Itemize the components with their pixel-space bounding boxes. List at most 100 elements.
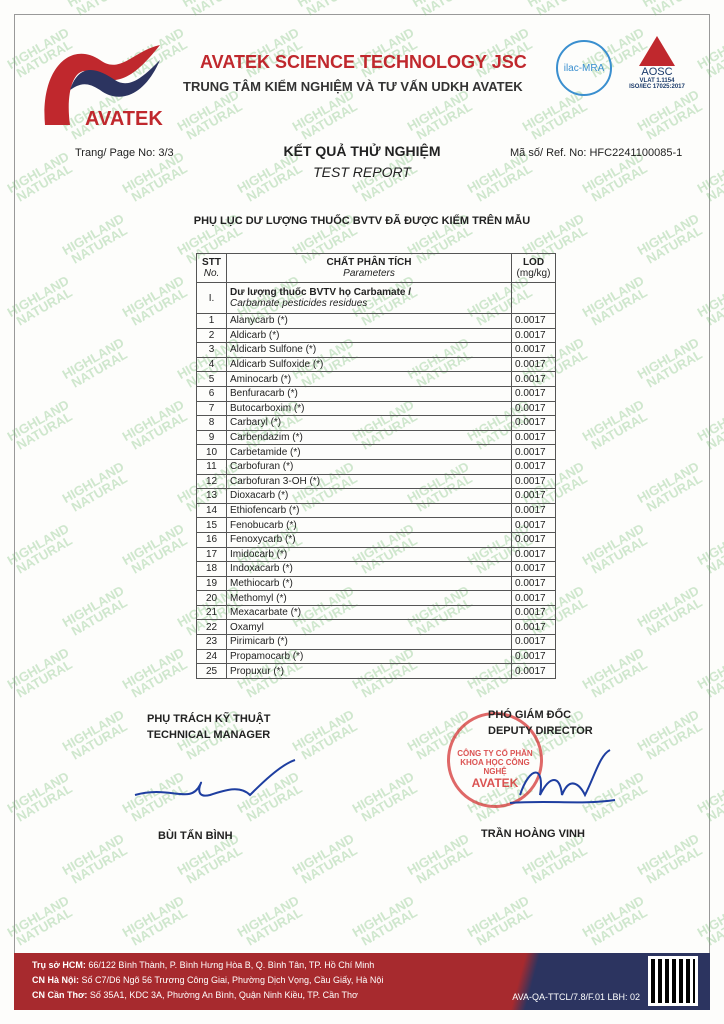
parameter-name: Indoxacarb (*) <box>226 561 512 577</box>
parameter-name: Dioxacarb (*) <box>226 488 512 504</box>
table-row: 9 Carbendazim (*) 0.0017 <box>196 429 556 446</box>
table-row: 10 Carbetamide (*) 0.0017 <box>196 444 556 460</box>
row-number: 20 <box>196 590 227 606</box>
lod-value: 0.0017 <box>511 619 556 636</box>
appendix-title: PHỤ LỤC DƯ LƯỢNG THUỐC BVTV ĐÃ ĐƯỢC KIỂM… <box>193 215 531 227</box>
lod-value: 0.0017 <box>511 458 556 475</box>
row-number: 17 <box>196 546 227 563</box>
lod-value: 0.0017 <box>511 327 556 344</box>
qr-code <box>648 956 698 1006</box>
lod-value: 0.0017 <box>511 444 556 460</box>
row-number: 9 <box>196 429 227 446</box>
parameter-name: Butocarboxim (*) <box>226 400 512 417</box>
table-row: 1 Alanycarb (*) 0.0017 <box>196 313 556 329</box>
row-number: 16 <box>196 531 227 548</box>
table-row: 18 Indoxacarb (*) 0.0017 <box>196 561 556 577</box>
group-row: I. Dư lượng thuốc BVTV họ Carbamate / Carb… <box>196 282 556 314</box>
aosc-logo: AOSC VLAT 1.1154 ISO/IEC 17025:2017 <box>622 36 692 90</box>
table-row: 2 Aldicarb (*) 0.0017 <box>196 327 556 344</box>
parameter-name: Methiocarb (*) <box>226 575 512 592</box>
parameter-name: Aldicarb Sulfone (*) <box>226 342 512 358</box>
svg-text:AVATEK: AVATEK <box>85 108 163 130</box>
aosc-text: AOSC <box>641 66 673 78</box>
row-number: 25 <box>196 663 227 679</box>
deputy-director-title: PHÓ GIÁM ĐỐC DEPUTY DIRECTOR <box>488 709 593 737</box>
row-number: 21 <box>196 604 227 621</box>
ref-number: Mã số/ Ref. No: HFC2241100085-1 <box>510 147 683 159</box>
vlat-text: VLAT 1.1154 <box>639 78 675 84</box>
table-row: 23 Pirimicarb (*) 0.0017 <box>196 634 556 650</box>
company-name: AVATEK SCIENCE TECHNOLOGY JSC <box>200 52 527 72</box>
row-number: 14 <box>196 502 227 519</box>
company-stamp: CÔNG TY CỔ PHẦN KHOA HỌC CÔNG NGHỆ AVATEK <box>447 712 543 808</box>
lod-value: 0.0017 <box>511 429 556 446</box>
table-row: 16 Fenoxycarb (*) 0.0017 <box>196 531 556 548</box>
avatek-logo: AVATEK <box>44 45 163 130</box>
technical-manager-title: PHỤ TRÁCH KỸ THUẬT TECHNICAL MANAGER <box>147 713 271 741</box>
lod-value: 0.0017 <box>511 663 556 679</box>
row-number: 15 <box>196 517 227 533</box>
parameter-name: Alanycarb (*) <box>226 313 512 329</box>
table-row: 20 Methomyl (*) 0.0017 <box>196 590 556 606</box>
table-row: 17 Imidocarb (*) 0.0017 <box>196 546 556 563</box>
center-name: TRUNG TÂM KIỂM NGHIỆM VÀ TƯ VẤN UDKH AVA… <box>183 79 523 94</box>
technical-manager-signature <box>134 759 296 797</box>
row-number: 24 <box>196 648 227 665</box>
parameter-name: Benfuracarb (*) <box>226 385 512 402</box>
row-number: 12 <box>196 473 227 490</box>
table-row: 3 Aldicarb Sulfone (*) 0.0017 <box>196 342 556 358</box>
row-number: 13 <box>196 488 227 504</box>
lod-value: 0.0017 <box>511 342 556 358</box>
table-row: 6 Benfuracarb (*) 0.0017 <box>196 385 556 402</box>
row-number: 11 <box>196 458 227 475</box>
table-row: 11 Carbofuran (*) 0.0017 <box>196 458 556 475</box>
lod-value: 0.0017 <box>511 385 556 402</box>
row-number: 23 <box>196 634 227 650</box>
row-number: 8 <box>196 415 227 431</box>
row-number: 4 <box>196 356 227 373</box>
lod-value: 0.0017 <box>511 473 556 490</box>
parameter-name: Carbaryl (*) <box>226 415 512 431</box>
parameter-name: Oxamyl <box>226 619 512 636</box>
lod-value: 0.0017 <box>511 531 556 548</box>
table-row: 7 Butocarboxim (*) 0.0017 <box>196 400 556 417</box>
row-number: 18 <box>196 561 227 577</box>
row-number: 5 <box>196 371 227 387</box>
lod-value: 0.0017 <box>511 590 556 606</box>
lod-value: 0.0017 <box>511 604 556 621</box>
lod-value: 0.0017 <box>511 648 556 665</box>
footer-cantho: CN Cần Thơ: Số 35A1, KDC 3A, Phường An B… <box>32 990 358 1000</box>
row-number: 1 <box>196 313 227 329</box>
table-row: 22 Oxamyl 0.0017 <box>196 619 556 636</box>
lod-value: 0.0017 <box>511 517 556 533</box>
table-row: 12 Carbofuran 3-OH (*) 0.0017 <box>196 473 556 490</box>
parameter-name: Aldicarb (*) <box>226 327 512 344</box>
parameter-name: Carbofuran 3-OH (*) <box>226 473 512 490</box>
header-lod: LOD (mg/kg) <box>511 253 556 283</box>
header-param: CHẤT PHÂN TÍCH Parameters <box>226 253 512 283</box>
table-row: 14 Ethiofencarb (*) 0.0017 <box>196 502 556 519</box>
table-row: 19 Methiocarb (*) 0.0017 <box>196 575 556 592</box>
footer: Trụ sở HCM: 66/122 Bình Thành, P. Bình H… <box>14 953 710 1010</box>
parameter-name: Methomyl (*) <box>226 590 512 606</box>
technical-manager-name: BÙI TẤN BÌNH <box>158 830 233 842</box>
table-row: 25 Propuxur (*) 0.0017 <box>196 663 556 679</box>
table-row: 21 Mexacarbate (*) 0.0017 <box>196 604 556 621</box>
parameter-name: Fenoxycarb (*) <box>226 531 512 548</box>
parameter-name: Carbetamide (*) <box>226 444 512 460</box>
footer-hcm: Trụ sở HCM: 66/122 Bình Thành, P. Bình H… <box>32 960 375 970</box>
table-row: 13 Dioxacarb (*) 0.0017 <box>196 488 556 504</box>
footer-hanoi: CN Hà Nội: Số C7/D6 Ngõ 56 Trương Công G… <box>32 975 384 985</box>
table-row: 8 Carbaryl (*) 0.0017 <box>196 415 556 431</box>
row-number: 22 <box>196 619 227 636</box>
iso-text: ISO/IEC 17025:2017 <box>629 84 685 90</box>
lod-value: 0.0017 <box>511 488 556 504</box>
lod-value: 0.0017 <box>511 634 556 650</box>
lod-value: 0.0017 <box>511 546 556 563</box>
lod-value: 0.0017 <box>511 356 556 373</box>
lod-value: 0.0017 <box>511 400 556 417</box>
table-row: 24 Propamocarb (*) 0.0017 <box>196 648 556 665</box>
form-code: AVA-QA-TTCL/7.8/F.01 LBH: 02 <box>512 992 640 1002</box>
lod-value: 0.0017 <box>511 313 556 329</box>
ilac-mra-logo: ilac-MRA <box>556 40 612 96</box>
